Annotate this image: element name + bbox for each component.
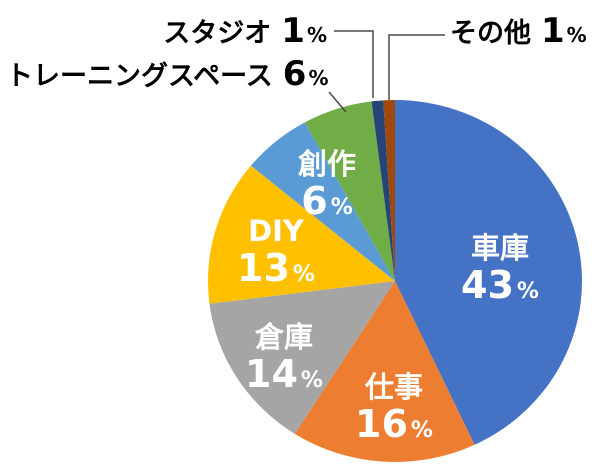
pie-slice: [294, 281, 475, 462]
pie-slice: [250, 122, 395, 281]
slice-inside-label: 倉庫 14%: [245, 320, 323, 396]
leader-line: [328, 91, 347, 113]
pie-slice: [395, 100, 582, 445]
leader-line: [388, 34, 445, 100]
slice-inside-label: DIY 13%: [237, 214, 315, 290]
slice-outside-label: その他 1%: [450, 11, 587, 51]
slice-inside-label: 仕事 16%: [355, 370, 433, 446]
pie-slice: [207, 165, 395, 304]
slice-outside-label: スタジオ 1%: [163, 11, 327, 51]
slice-inside-label: 創作 6%: [298, 147, 356, 223]
slice-inside-label: 車庫 43%: [461, 231, 539, 307]
slice-outside-label: トレーニングスペース 6%: [6, 54, 328, 94]
pie-slice: [209, 281, 395, 434]
data-labels: 車庫 43 % 仕事 16 % 倉庫 14 % DIY 13 %創作 6 % トレーニングスペース 6 %スタジ…: [6, 11, 587, 446]
pie-slices: [207, 100, 582, 462]
leader-line: [334, 30, 374, 98]
pie-slice: [371, 100, 395, 281]
leader-lines: [328, 30, 445, 113]
pie-slice: [383, 100, 395, 281]
pie-slice: [304, 101, 395, 282]
